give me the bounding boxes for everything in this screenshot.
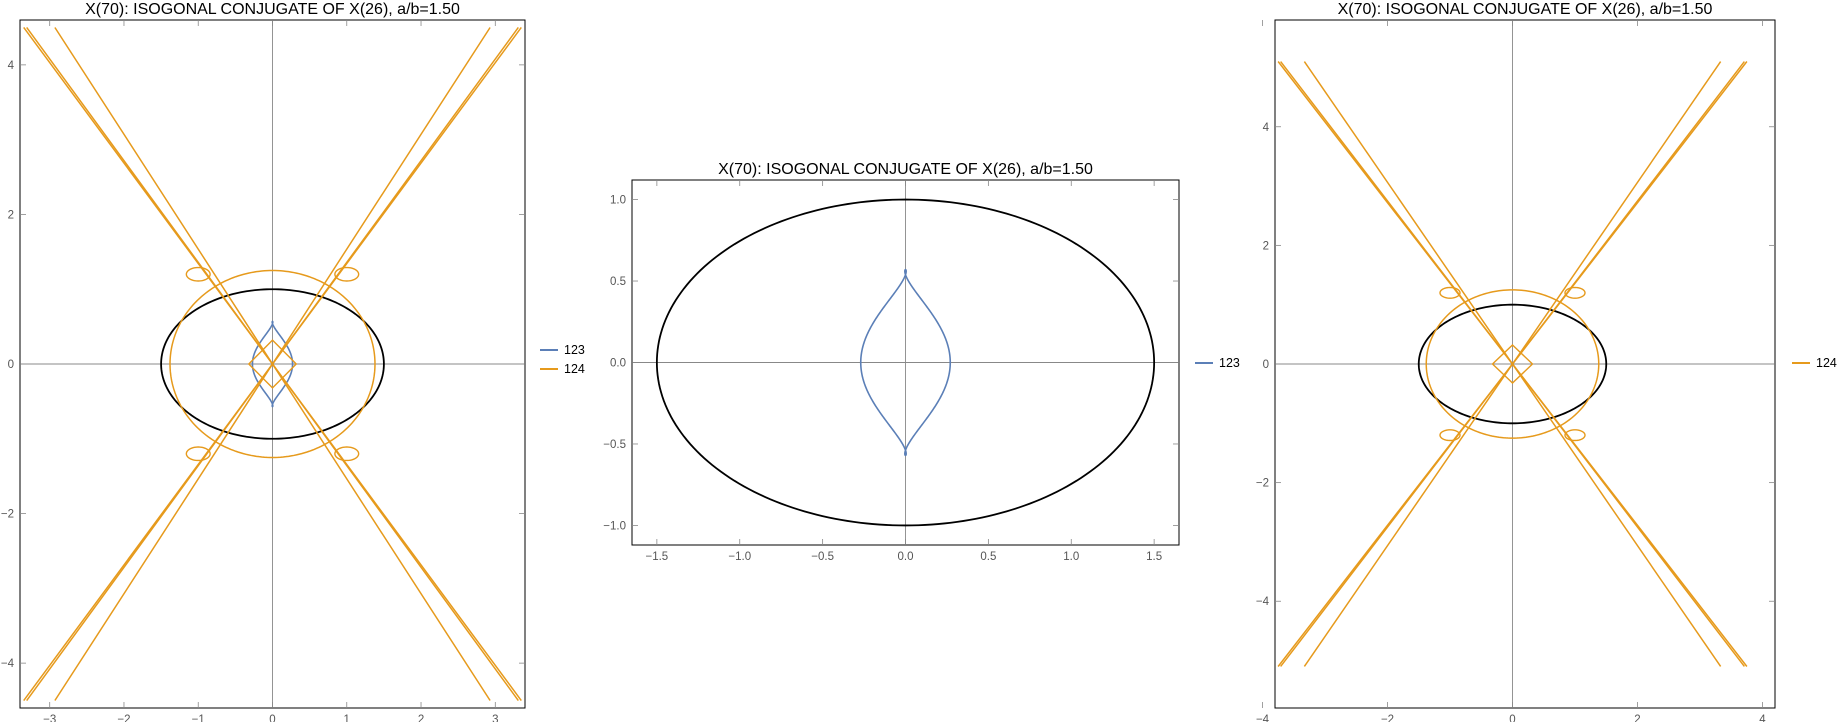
series-124-loop: [1564, 286, 1586, 299]
y-tick-label: 2: [1263, 240, 1269, 252]
x-tick-label: −2: [1381, 714, 1394, 722]
x-tick-label: 2: [418, 714, 424, 722]
x-tick-label: 0: [1509, 714, 1515, 722]
x-tick-label: 0.5: [980, 551, 996, 563]
x-tick-label: −3: [43, 714, 56, 722]
x-tick-label: −0.5: [811, 551, 834, 563]
series-124-diamond: [247, 339, 298, 389]
series-124-loop: [1439, 429, 1461, 442]
ellipse-curve: [160, 288, 385, 440]
legend-label-124: 124: [564, 362, 585, 376]
y-tick-label: −4: [1, 658, 15, 670]
x-tick-label: 0: [269, 714, 275, 722]
y-tick-label: 4: [8, 60, 15, 72]
x-tick-label: 1: [344, 714, 350, 722]
series-123-curve: [859, 268, 952, 457]
y-tick-label: −2: [1, 509, 14, 521]
series-124-loop: [1564, 429, 1586, 442]
y-tick-label: 1.0: [610, 195, 626, 207]
series-124-branch: [54, 27, 491, 701]
series-124-loop: [185, 446, 211, 462]
series-124-loop: [334, 446, 360, 462]
plot-area: [632, 180, 1179, 545]
ellipse-curve: [1417, 303, 1608, 425]
legend-label-124: 124: [1816, 356, 1837, 370]
plot-area: [1275, 20, 1775, 708]
plot-left: X(70): ISOGONAL CONJUGATE OF X(26), a/b=…: [1, 1, 585, 722]
x-tick-label: 3: [492, 714, 498, 722]
plot-area: [20, 20, 525, 708]
x-tick-label: 1.0: [1063, 551, 1079, 563]
x-tick-label: −2: [117, 714, 130, 722]
plot-right: X(70): ISOGONAL CONJUGATE OF X(26), a/b=…: [1256, 1, 1837, 722]
legend-label-123: 123: [564, 343, 585, 357]
y-tick-label: −0.5: [603, 439, 626, 451]
y-tick-label: −2: [1256, 478, 1269, 490]
legend-label-123: 123: [1219, 356, 1240, 370]
y-tick-label: 0.0: [610, 358, 626, 370]
x-tick-label: −4: [1256, 714, 1270, 722]
ellipse-curve: [655, 198, 1156, 527]
x-tick-label: 0.0: [898, 551, 914, 563]
y-tick-label: 4: [1263, 122, 1270, 134]
x-tick-label: −1.0: [728, 551, 751, 563]
series-124-loop: [1439, 286, 1461, 299]
x-tick-label: −1.5: [646, 551, 669, 563]
y-tick-label: −4: [1256, 596, 1270, 608]
x-tick-label: −1: [192, 714, 205, 722]
chart-title: X(70): ISOGONAL CONJUGATE OF X(26), a/b=…: [85, 1, 460, 18]
y-tick-label: −1.0: [603, 520, 626, 532]
series-124-oval: [169, 269, 376, 459]
series-124-branch: [1303, 61, 1722, 667]
x-tick-label: 4: [1759, 714, 1766, 722]
y-tick-label: 0: [1263, 359, 1269, 371]
plot-center: X(70): ISOGONAL CONJUGATE OF X(26), a/b=…: [603, 161, 1240, 563]
series-123-curve: [251, 320, 294, 408]
chart-title: X(70): ISOGONAL CONJUGATE OF X(26), a/b=…: [718, 161, 1093, 178]
series-124-diamond: [1491, 344, 1534, 384]
y-tick-label: 2: [8, 209, 14, 221]
chart-title: X(70): ISOGONAL CONJUGATE OF X(26), a/b=…: [1338, 1, 1713, 18]
x-tick-label: 1.5: [1146, 551, 1162, 563]
series-124-loop: [185, 266, 211, 282]
y-tick-label: 0.5: [610, 276, 626, 288]
x-tick-label: 2: [1634, 714, 1640, 722]
series-124-oval: [1425, 289, 1600, 439]
y-tick-label: 0: [8, 359, 14, 371]
series-124-loop: [334, 266, 360, 282]
